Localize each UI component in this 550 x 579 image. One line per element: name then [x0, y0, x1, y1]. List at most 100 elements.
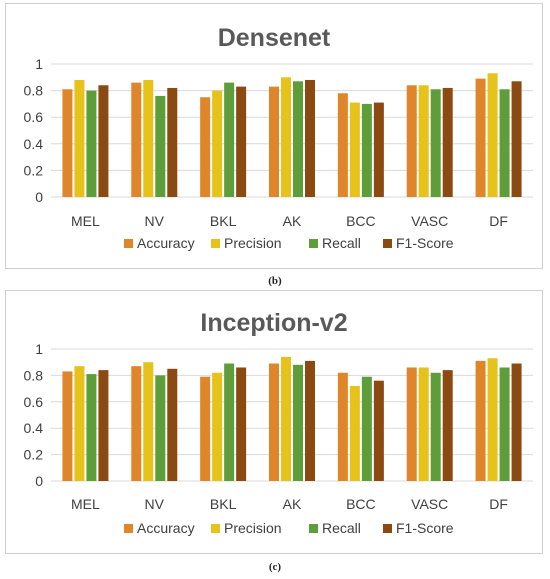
bar-accuracy-df — [475, 78, 486, 197]
bar-accuracy-vasc — [406, 367, 417, 481]
bar-f1-score-mel — [98, 85, 109, 197]
caption-c: (c) — [268, 561, 282, 573]
legend-swatch-precision — [211, 239, 220, 248]
bar-precision-df — [487, 73, 498, 197]
bar-f1-score-vasc — [442, 370, 453, 481]
bar-recall-vasc — [430, 89, 441, 197]
y-tick-label: 0.2 — [24, 162, 44, 178]
y-tick-label: 0.4 — [24, 136, 44, 152]
category-label: VASC — [411, 213, 448, 229]
bar-recall-bkl — [224, 82, 235, 197]
inception-v2-chart: Inception-v2 0 0.2 0.4 0.6 0.8 1 MEL NV BKL AK BCC V… — [24, 309, 533, 536]
bar-precision-mel — [74, 79, 85, 197]
caption-b: (b) — [268, 275, 282, 287]
y-tick-label: 0.4 — [24, 420, 44, 436]
legend-swatch-accuracy — [124, 239, 133, 248]
legend-label-f1-score: F1-Score — [396, 235, 454, 251]
legend-swatch-accuracy — [124, 524, 133, 533]
bar-accuracy-mel — [62, 89, 73, 197]
category-label: MEL — [71, 496, 100, 512]
bar-accuracy-bcc — [337, 372, 348, 481]
bar-accuracy-ak — [269, 86, 279, 197]
legend-label-accuracy: Accuracy — [137, 235, 195, 251]
bar-recall-df — [499, 89, 510, 197]
bar-accuracy-bkl — [200, 97, 211, 197]
category-label: BKL — [210, 496, 237, 512]
bar-recall-bcc — [361, 376, 372, 481]
bar-f1-score-nv — [167, 368, 178, 481]
category-label: AK — [283, 213, 302, 229]
bar-precision-bkl — [212, 90, 223, 197]
bar-f1-score-df — [511, 363, 522, 481]
bar-recall-nv — [155, 95, 166, 197]
legend-label-precision: Precision — [224, 520, 282, 536]
legend-swatch-f1-score — [383, 524, 392, 533]
legend-label-recall: Recall — [322, 520, 361, 536]
bar-recall-bcc — [361, 103, 372, 197]
y-tick-label: 0.8 — [24, 83, 44, 99]
legend-label-recall: Recall — [322, 235, 361, 251]
bar-f1-score-mel — [98, 370, 109, 481]
legend-swatch-f1-score — [383, 239, 392, 248]
y-tick-label: 0.6 — [24, 109, 44, 125]
legend-swatch-recall — [309, 524, 318, 533]
bar-precision-bkl — [212, 372, 223, 481]
category-label: VASC — [411, 496, 448, 512]
y-tick-label: 1 — [35, 56, 43, 72]
bar-recall-ak — [293, 364, 303, 481]
bar-f1-score-nv — [167, 87, 178, 197]
bar-recall-mel — [86, 374, 97, 481]
legend-swatch-precision — [211, 524, 220, 533]
chart-title: Inception-v2 — [200, 309, 347, 337]
bar-accuracy-mel — [62, 371, 73, 481]
category-label: NV — [145, 213, 165, 229]
bar-recall-ak — [293, 81, 303, 197]
bar-precision-vasc — [418, 85, 429, 197]
bar-f1-score-ak — [305, 79, 315, 197]
bar-precision-mel — [74, 366, 85, 481]
bar-precision-vasc — [418, 367, 429, 481]
category-label: AK — [283, 496, 302, 512]
category-label: MEL — [71, 213, 100, 229]
bar-accuracy-nv — [131, 366, 142, 481]
legend-label-f1-score: F1-Score — [396, 520, 454, 536]
bar-f1-score-vasc — [442, 87, 453, 197]
category-label: BKL — [210, 213, 237, 229]
category-label: NV — [145, 496, 165, 512]
bar-f1-score-bcc — [373, 380, 384, 481]
densenet-chart-panel: Densenet 0 0.2 0.4 0.6 0.8 1 MEL NV BKL AK BCC VASC D… — [5, 3, 543, 269]
bar-f1-score-bkl — [236, 367, 247, 481]
bar-accuracy-bcc — [337, 93, 348, 197]
bar-accuracy-bkl — [200, 376, 211, 481]
bar-recall-df — [499, 367, 510, 481]
bar-recall-bkl — [224, 363, 235, 481]
bar-accuracy-vasc — [406, 85, 417, 197]
category-label: BCC — [346, 213, 376, 229]
bar-precision-df — [487, 358, 498, 481]
category-label: BCC — [346, 496, 376, 512]
bar-precision-bcc — [349, 102, 360, 197]
bar-accuracy-nv — [131, 82, 142, 197]
y-tick-label: 0.2 — [24, 447, 44, 463]
bar-recall-mel — [86, 90, 97, 197]
densenet-chart: Densenet 0 0.2 0.4 0.6 0.8 1 MEL NV BKL AK BCC VASC D… — [24, 24, 533, 251]
bar-precision-nv — [143, 79, 154, 197]
bar-recall-vasc — [430, 372, 441, 481]
bar-precision-bcc — [349, 385, 360, 481]
bar-f1-score-bcc — [373, 102, 384, 197]
y-tick-label: 1 — [35, 341, 43, 357]
legend-label-precision: Precision — [224, 235, 282, 251]
y-tick-label: 0 — [35, 473, 43, 489]
bar-accuracy-ak — [269, 363, 279, 481]
category-label: DF — [489, 213, 508, 229]
bar-recall-nv — [155, 375, 166, 481]
y-tick-label: 0.8 — [24, 367, 44, 383]
category-label: DF — [489, 496, 508, 512]
y-tick-label: 0 — [35, 189, 43, 205]
legend-swatch-recall — [309, 239, 318, 248]
bar-precision-nv — [143, 362, 154, 481]
bar-accuracy-df — [475, 360, 486, 481]
legend-label-accuracy: Accuracy — [137, 520, 195, 536]
bar-f1-score-ak — [305, 360, 315, 481]
bar-f1-score-df — [511, 81, 522, 197]
